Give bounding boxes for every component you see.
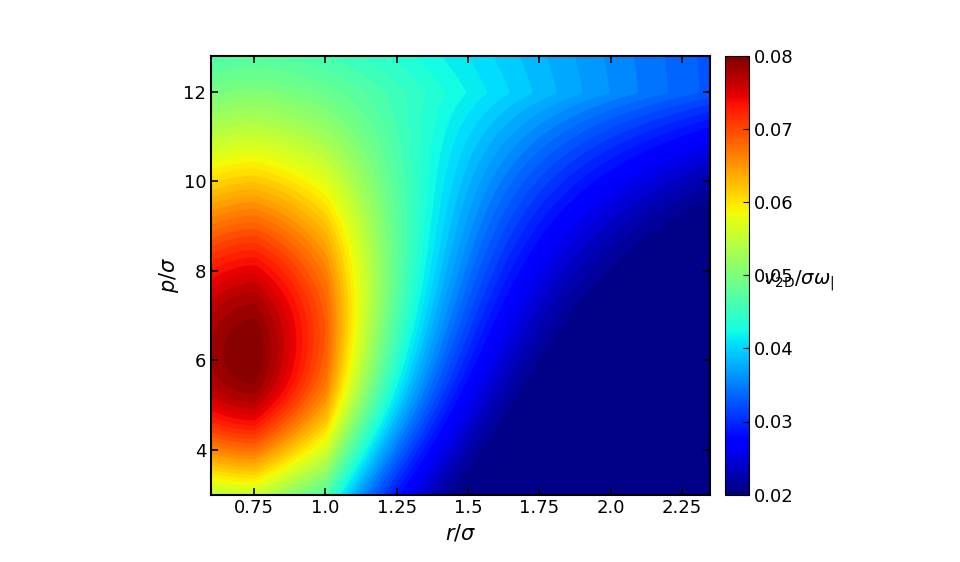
Text: $v_{2\mathrm{D}}/\sigma\omega_{|}$: $v_{2\mathrm{D}}/\sigma\omega_{|}$ bbox=[763, 269, 834, 293]
X-axis label: $r/\sigma$: $r/\sigma$ bbox=[445, 523, 476, 544]
Y-axis label: $p/\sigma$: $p/\sigma$ bbox=[156, 257, 180, 293]
